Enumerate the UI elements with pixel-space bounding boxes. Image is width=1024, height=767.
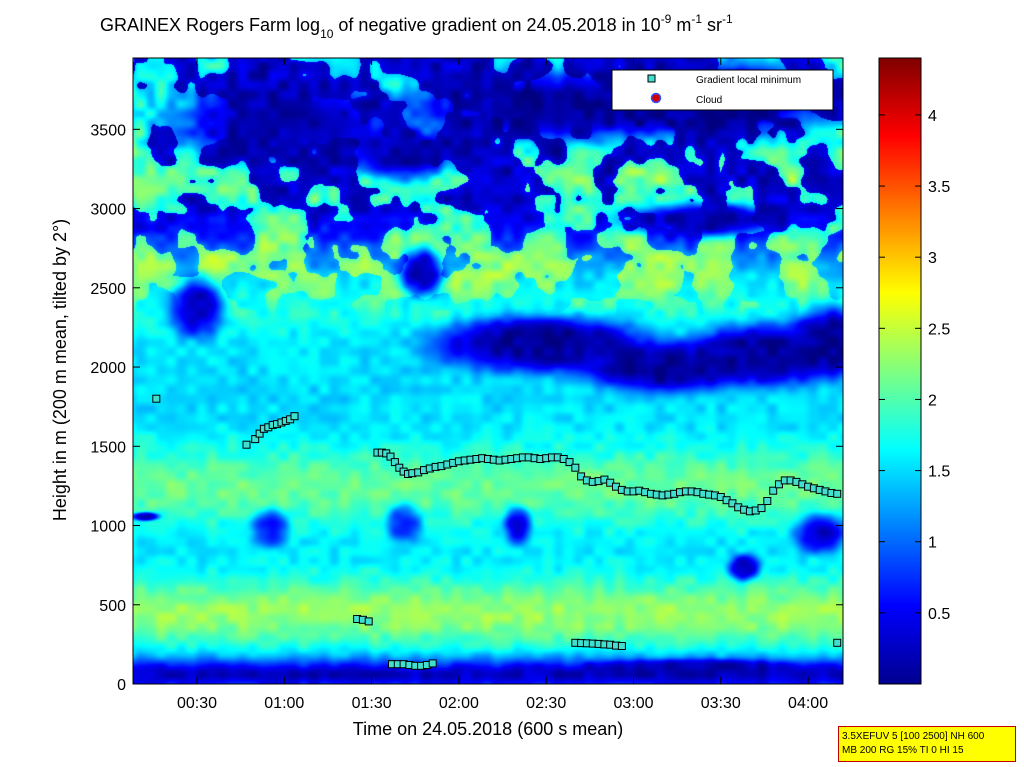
legend-label-gradient: Gradient local minimum [696,75,801,86]
gradient-minimum-marker [769,486,778,495]
gradient-minimum-marker [251,435,260,444]
colorbar-tick-label: 3 [928,250,937,267]
colorbar-tick-label: 4 [928,108,937,125]
legend: Gradient local minimum Cloud [611,69,834,111]
gradient-minimum-marker [428,659,437,668]
chart-title: GRAINEX Rogers Farm log10 of negative gr… [100,12,733,41]
gradient-minimum-marker [833,638,842,647]
y-tick-label: 3500 [90,122,126,139]
gradient-minimum-marker [617,642,626,650]
gradient-minimum-marker [833,489,842,498]
gradient-minimum-marker [255,429,264,438]
colorbar-tick-label: 0.5 [928,606,950,623]
gradient-minimum-marker [242,440,251,449]
info-line-2: MB 200 RG 15% TI 0 HI 15 [842,745,964,756]
x-tick-label: 03:30 [701,695,741,712]
y-tick-label: 0 [117,677,126,694]
x-tick-label: 03:00 [613,695,653,712]
y-tick-label: 2500 [90,281,126,298]
y-tick-label: 1000 [90,519,126,536]
y-tick-label: 3000 [90,202,126,219]
x-axis-label: Time on 24.05.2018 (600 s mean) [353,719,624,739]
x-tick-label: 01:30 [352,695,392,712]
gradient-minimum-marker [152,394,161,403]
colorbar-tick-label: 1.5 [928,464,950,481]
gradient-minimum-marker [571,463,580,472]
colorbar-tick-label: 3.5 [928,179,950,196]
x-tick-label: 00:30 [177,695,217,712]
y-tick-label: 500 [99,598,126,615]
y-axis-label: Height in m (200 m mean, tilted by 2°) [50,219,70,521]
gradient-minimum-marker [386,452,395,461]
colorbar-ticks: 0.5 1 1.5 2 2.5 3 3.5 4 [879,108,950,623]
y-axis: 0 500 1000 1500 2000 2500 3000 3500 [90,122,843,694]
gradient-minimum-marker [763,497,772,505]
x-tick-label: 02:30 [526,695,566,712]
legend-marker-circle [650,92,662,104]
heatmap-canvas [133,58,843,684]
legend-label-cloud: Cloud [696,95,722,106]
y-tick-label: 2000 [90,360,126,377]
colorbar-tick-label: 2 [928,392,937,409]
gradient-minimum-marker [757,504,766,513]
legend-marker-square [647,74,656,83]
info-line-1: 3.5XEFUV 5 [100 2500] NH 600 [842,731,985,742]
gradient-minimum-marker [290,412,299,421]
x-tick-label: 01:00 [264,695,304,712]
colorbar-tick-label: 1 [928,535,937,552]
y-tick-label: 1500 [90,439,126,456]
gradient-minimum-marker [390,458,399,467]
plot-frame [132,57,844,685]
x-tick-label: 02:00 [439,695,479,712]
x-axis: 00:30 01:00 01:30 02:00 02:30 03:00 03:30 04:00 [177,58,828,712]
gradient-minimum-marker [565,458,574,467]
colorbar [878,57,922,685]
colorbar-tick-label: 2.5 [928,321,950,338]
x-tick-label: 04:00 [788,695,828,712]
gradient-minimum-marker [364,617,373,626]
gradient-minimum-markers [152,394,842,670]
processing-info-box: 3.5XEFUV 5 [100 2500] NH 600 MB 200 RG 1… [838,726,1016,762]
